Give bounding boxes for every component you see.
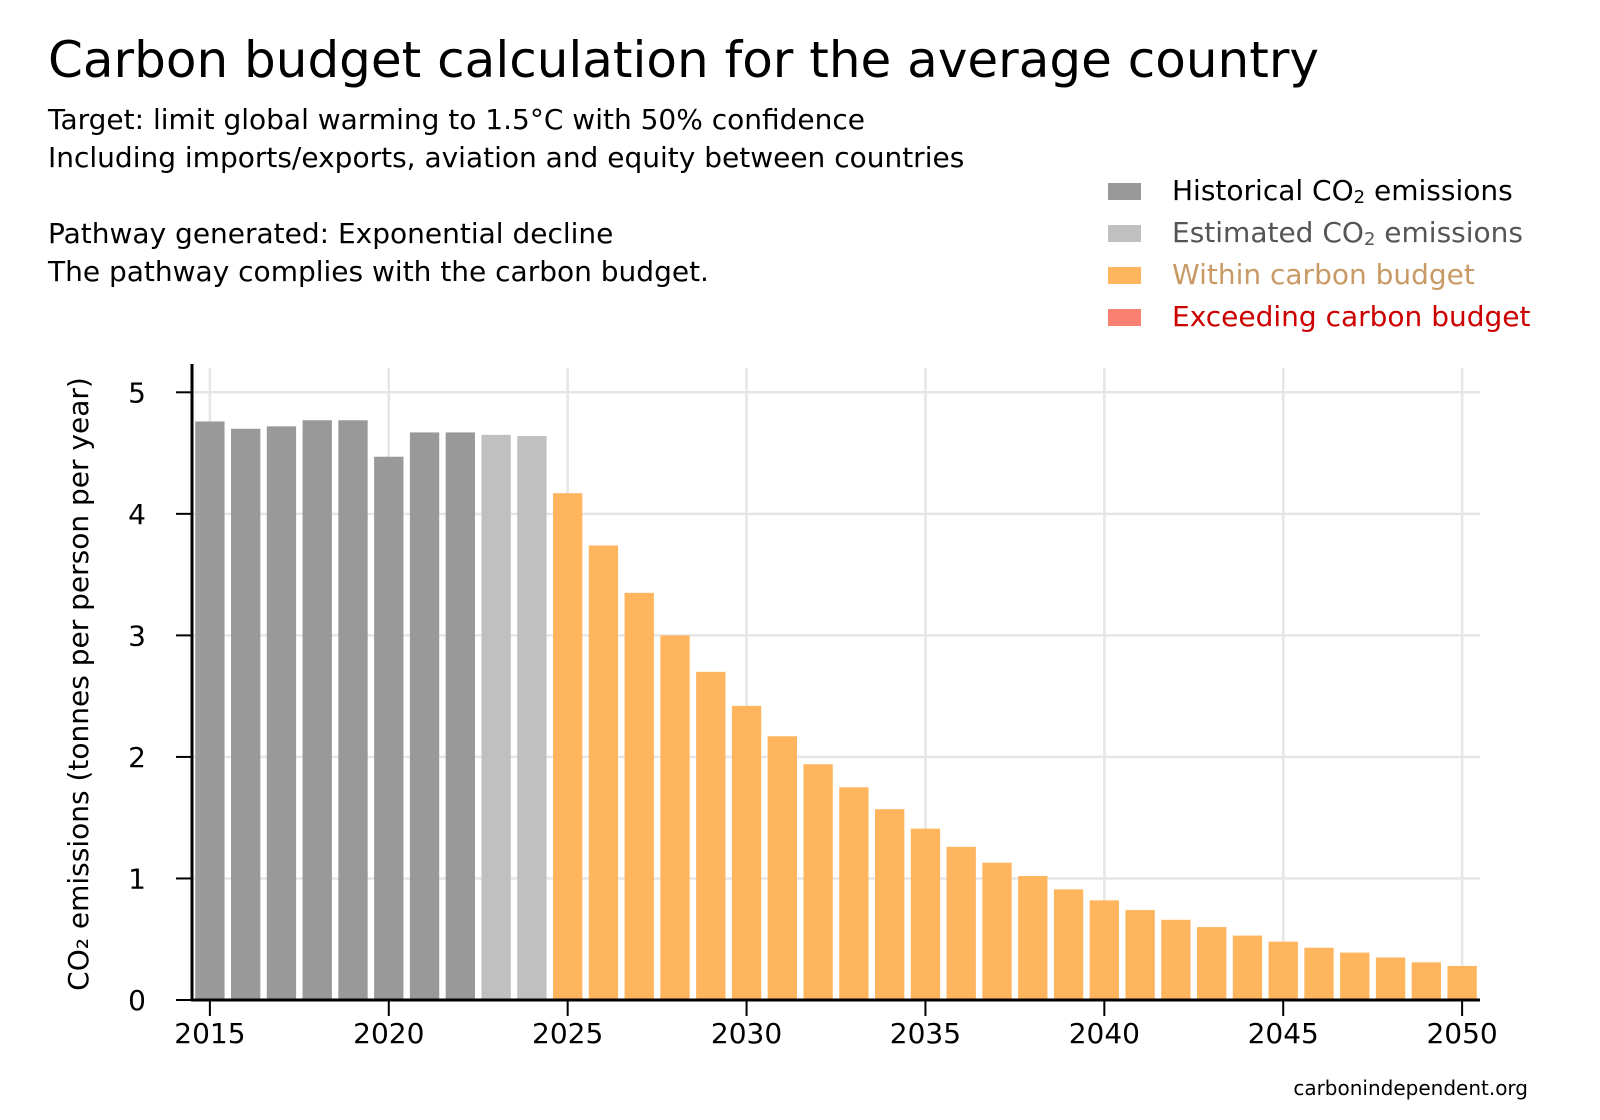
legend-label-text: Historical CO: [1172, 174, 1354, 207]
bar: [1447, 965, 1477, 1000]
x-tick-label: 2040: [1069, 1017, 1140, 1050]
source-credit: carbonindependent.org: [1293, 1076, 1528, 1100]
legend-swatch: [1108, 183, 1141, 200]
subtitle-target: Target: limit global warming to 1.5°C wi…: [48, 103, 866, 136]
bar: [481, 434, 511, 1000]
legend-label-text: Estimated CO: [1172, 216, 1364, 249]
legend-label-subscript: 2: [1363, 229, 1376, 250]
legend-label: Exceeding carbon budget: [1172, 299, 1530, 335]
x-tick-label: 2045: [1248, 1017, 1319, 1050]
subtitle-pathway: Pathway generated: Exponential decline: [48, 217, 614, 250]
bar: [767, 736, 798, 1000]
legend-label: Within carbon budget: [1172, 257, 1475, 293]
bar: [517, 436, 547, 1000]
y-tick-label: 1: [128, 862, 146, 895]
bar: [195, 421, 225, 1000]
y-tick-label: 0: [128, 984, 146, 1017]
legend-label-text: Within carbon budget: [1172, 258, 1475, 291]
x-tick-label: 2020: [353, 1017, 424, 1050]
bar: [803, 764, 833, 1000]
legend-swatch: [1108, 309, 1141, 326]
legend-label-text: emissions: [1365, 174, 1513, 207]
y-tick-label: 5: [128, 376, 146, 409]
legend-label-subscript: 2: [1353, 187, 1366, 208]
y-tick-label: 3: [128, 619, 146, 652]
bar: [230, 428, 261, 1000]
subtitle-compliance: The pathway complies with the carbon bud…: [48, 255, 709, 288]
bar: [1340, 952, 1370, 1000]
x-tick-label: 2025: [532, 1017, 603, 1050]
bar: [374, 456, 404, 1000]
bar: [1375, 957, 1406, 1000]
bar: [1018, 876, 1048, 1000]
y-axis-label: CO₂ emissions (tonnes per person per yea…: [62, 377, 95, 991]
bar: [409, 432, 440, 1000]
bar: [588, 545, 619, 1000]
bar: [445, 432, 476, 1000]
legend-label: Historical CO2 emissions: [1172, 173, 1513, 209]
bar: [910, 828, 941, 1000]
bar: [552, 493, 583, 1000]
x-tick-label: 2030: [711, 1017, 782, 1050]
bar: [982, 862, 1012, 1000]
bar: [1161, 919, 1191, 1000]
bar: [1304, 947, 1334, 1000]
bar: [266, 426, 297, 1000]
bar: [696, 671, 726, 1000]
legend-label-text: Exceeding carbon budget: [1172, 300, 1531, 333]
y-tick-label: 2: [128, 741, 146, 774]
bar: [302, 420, 332, 1000]
y-tick-label: 4: [128, 498, 146, 531]
legend-label-text: emissions: [1375, 216, 1524, 249]
subtitle-scope: Including imports/exports, aviation and …: [48, 141, 965, 174]
legend-swatch: [1108, 267, 1141, 284]
bar: [624, 592, 654, 1000]
bar: [660, 635, 690, 1000]
chart-title: Carbon budget calculation for the averag…: [48, 31, 1319, 89]
x-tick-label: 2050: [1426, 1017, 1497, 1050]
x-tick-label: 2015: [174, 1017, 245, 1050]
x-tick-label: 2035: [890, 1017, 961, 1050]
bar: [1053, 889, 1084, 1000]
legend-label: Estimated CO2 emissions: [1172, 215, 1523, 251]
bar: [946, 846, 976, 1000]
bar: [338, 420, 368, 1000]
bar: [1411, 962, 1442, 1000]
bar: [874, 809, 905, 1000]
bar: [839, 787, 869, 1000]
bar: [1268, 941, 1298, 1000]
legend-swatch: [1108, 225, 1141, 242]
bar: [1232, 935, 1263, 1000]
bar: [731, 705, 762, 1000]
bar: [1125, 910, 1155, 1000]
bar: [1089, 900, 1120, 1000]
bar: [1196, 927, 1227, 1000]
